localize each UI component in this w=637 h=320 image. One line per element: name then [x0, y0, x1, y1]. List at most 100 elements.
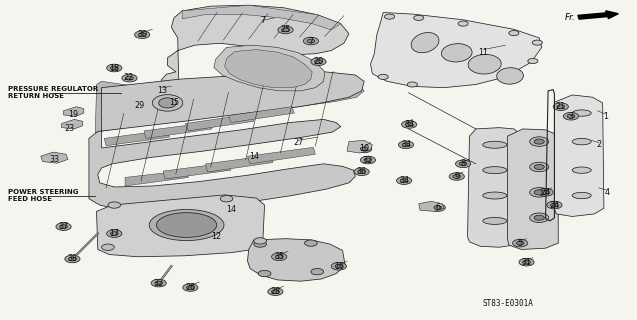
Circle shape [361, 147, 368, 151]
Circle shape [534, 215, 544, 220]
Text: Fr.: Fr. [564, 13, 575, 22]
Text: PRESSURE REGULATOR
RETURN HOSE: PRESSURE REGULATOR RETURN HOSE [8, 86, 98, 100]
Ellipse shape [152, 95, 183, 111]
Circle shape [534, 164, 544, 170]
Text: ST83-E0301A: ST83-E0301A [482, 299, 533, 308]
Text: 16: 16 [334, 262, 344, 271]
Circle shape [538, 188, 553, 196]
Text: 38: 38 [68, 254, 78, 263]
Text: 14: 14 [249, 152, 259, 161]
Text: 30: 30 [137, 30, 147, 39]
Text: 35: 35 [274, 252, 284, 261]
Circle shape [307, 39, 315, 43]
Ellipse shape [572, 139, 591, 145]
Circle shape [282, 28, 289, 32]
Polygon shape [97, 195, 264, 257]
Circle shape [311, 268, 324, 275]
Polygon shape [161, 5, 349, 91]
Circle shape [398, 141, 413, 148]
Circle shape [125, 76, 133, 80]
Circle shape [430, 204, 445, 212]
Polygon shape [89, 72, 364, 212]
Polygon shape [163, 163, 231, 179]
Text: 28: 28 [270, 287, 280, 296]
Circle shape [553, 103, 568, 110]
Ellipse shape [149, 210, 224, 241]
Ellipse shape [411, 33, 439, 53]
Ellipse shape [468, 54, 501, 74]
Circle shape [110, 232, 118, 236]
Polygon shape [247, 147, 315, 164]
Circle shape [455, 160, 471, 168]
Circle shape [151, 279, 166, 287]
Circle shape [304, 240, 317, 246]
Ellipse shape [157, 213, 217, 237]
Text: 31: 31 [522, 258, 531, 267]
Circle shape [547, 201, 562, 209]
Circle shape [155, 281, 162, 285]
Text: 7: 7 [308, 36, 313, 45]
Polygon shape [64, 107, 84, 116]
Text: 26: 26 [185, 283, 196, 292]
Polygon shape [96, 79, 364, 137]
Text: 20: 20 [313, 57, 324, 66]
Circle shape [405, 123, 413, 126]
Polygon shape [468, 128, 520, 247]
Polygon shape [125, 170, 189, 186]
Circle shape [101, 244, 114, 251]
Ellipse shape [572, 110, 591, 116]
Circle shape [530, 162, 548, 172]
Ellipse shape [159, 98, 176, 108]
Text: 24: 24 [549, 201, 559, 210]
Circle shape [402, 143, 410, 147]
Ellipse shape [572, 192, 591, 199]
Circle shape [254, 241, 266, 247]
Circle shape [513, 239, 528, 247]
Circle shape [509, 31, 519, 36]
Polygon shape [185, 114, 254, 131]
Circle shape [364, 158, 372, 162]
Circle shape [413, 15, 424, 20]
Circle shape [311, 58, 326, 66]
Circle shape [563, 112, 578, 120]
Circle shape [60, 225, 68, 228]
Text: 9: 9 [454, 172, 459, 181]
Ellipse shape [572, 167, 591, 173]
Text: 23: 23 [65, 124, 75, 133]
Polygon shape [144, 123, 212, 139]
Circle shape [275, 255, 283, 259]
Circle shape [220, 196, 233, 202]
Circle shape [56, 223, 71, 230]
Polygon shape [347, 140, 373, 153]
Circle shape [434, 206, 441, 210]
Circle shape [335, 264, 343, 268]
Text: 13: 13 [157, 86, 167, 95]
Circle shape [557, 105, 564, 108]
Circle shape [530, 137, 548, 146]
Text: 19: 19 [68, 109, 78, 118]
Polygon shape [419, 201, 444, 212]
Text: 4: 4 [605, 188, 610, 197]
Ellipse shape [483, 167, 507, 174]
Polygon shape [371, 12, 541, 88]
Circle shape [396, 177, 412, 184]
Circle shape [530, 213, 548, 222]
Text: 3: 3 [568, 112, 573, 121]
Circle shape [533, 40, 542, 45]
Text: 7: 7 [260, 16, 265, 25]
Polygon shape [247, 239, 345, 281]
Circle shape [358, 170, 366, 174]
Circle shape [303, 37, 318, 45]
Circle shape [65, 255, 80, 263]
Circle shape [385, 14, 394, 19]
Text: 27: 27 [293, 138, 303, 147]
Circle shape [400, 179, 408, 182]
Text: 18: 18 [110, 63, 119, 73]
Polygon shape [206, 155, 273, 172]
Text: 21: 21 [555, 102, 566, 111]
Text: 32: 32 [363, 156, 373, 164]
Text: 5: 5 [518, 239, 523, 248]
Text: 37: 37 [59, 222, 69, 231]
Circle shape [550, 203, 558, 207]
Text: 17: 17 [109, 229, 119, 238]
